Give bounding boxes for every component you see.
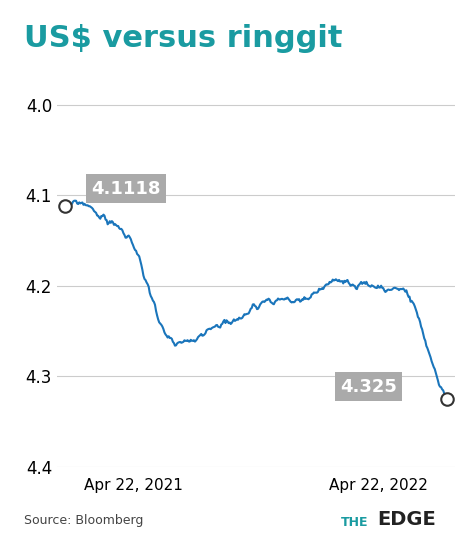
Text: EDGE: EDGE	[377, 510, 436, 529]
Text: US$ versus ringgit: US$ versus ringgit	[24, 24, 342, 53]
Text: THE: THE	[341, 516, 369, 529]
Text: 4.1118: 4.1118	[91, 180, 161, 198]
Text: 4.325: 4.325	[340, 378, 397, 396]
Text: Source: Bloomberg: Source: Bloomberg	[24, 514, 143, 527]
